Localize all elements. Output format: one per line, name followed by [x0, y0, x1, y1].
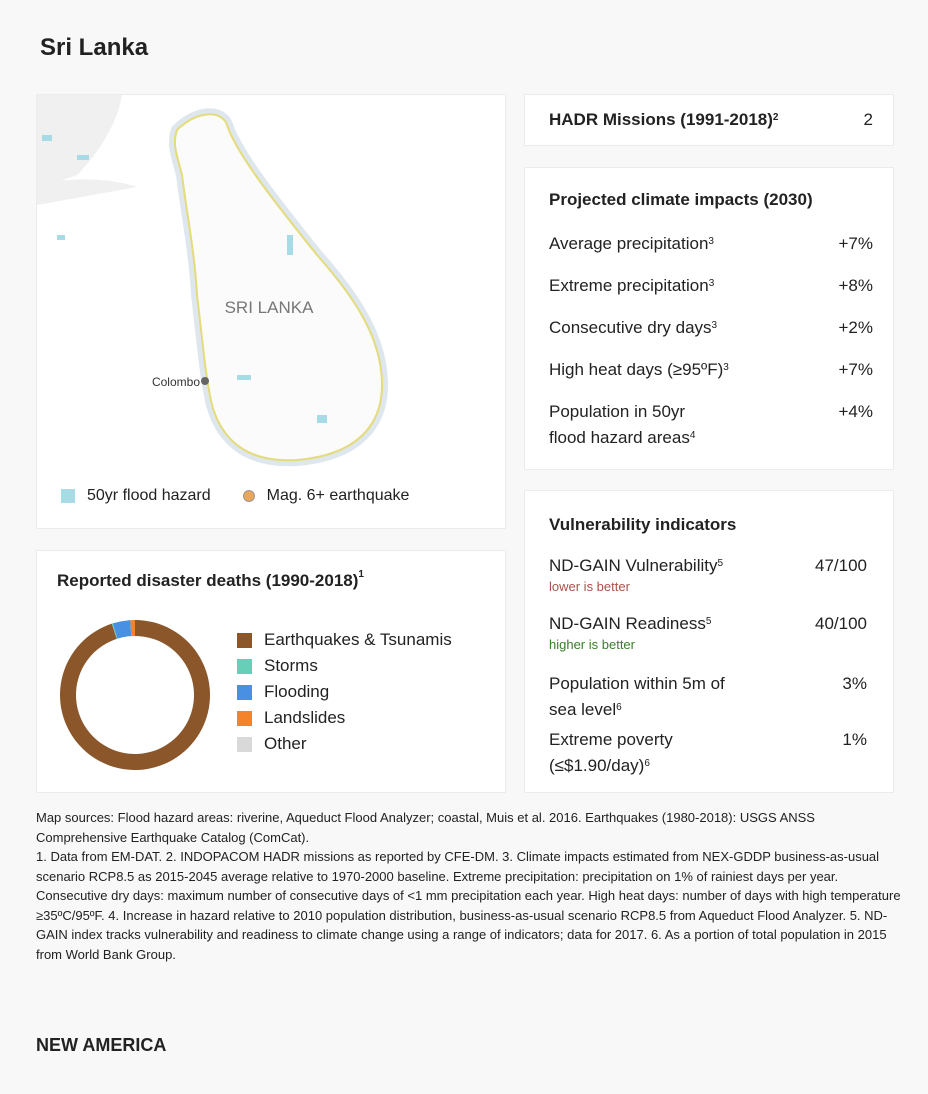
- vuln-hint: lower is better: [549, 579, 630, 594]
- disaster-deaths-card: Reported disaster deaths (1990-2018)1 Ea…: [36, 550, 506, 793]
- legend-item: Storms: [237, 653, 452, 679]
- flood-swatch-icon: [61, 489, 75, 503]
- legend-label: Landslides: [264, 708, 346, 727]
- donut-chart: [60, 620, 211, 770]
- hadr-label: HADR Missions (1991-2018)2: [549, 110, 779, 129]
- climate-row: Extreme precipitation3 +8%: [549, 276, 873, 295]
- legend-swatch-icon: [237, 632, 252, 648]
- legend-swatch-icon: [237, 736, 252, 752]
- brand-logo: NEW AMERICA: [36, 1035, 167, 1055]
- vuln-row: ND-GAIN Readiness5 higher is better 40/100: [549, 614, 867, 652]
- vulnerability-title: Vulnerability indicators: [549, 515, 737, 534]
- climate-title: Projected climate impacts (2030): [549, 190, 813, 209]
- donut-slice-flooding: [112, 620, 132, 639]
- legend-swatch-icon: [237, 658, 252, 674]
- map-card: SRI LANKA Colombo 50yr flood hazard Mag.…: [36, 94, 506, 529]
- legend-label: Other: [264, 734, 307, 753]
- notes: 1. Data from EM-DAT. 2. INDOPACOM HADR m…: [36, 849, 901, 962]
- earthquake-dot-icon: [242, 490, 255, 502]
- legend-label: Earthquakes & Tsunamis: [264, 630, 452, 649]
- map-sources: Map sources: Flood hazard areas: riverin…: [36, 810, 815, 845]
- legend-flood: 50yr flood hazard: [87, 487, 211, 504]
- legend-swatch-icon: [237, 684, 252, 700]
- hadr-value: 2: [863, 110, 873, 129]
- legend-swatch-icon: [237, 710, 252, 726]
- vuln-hint: higher is better: [549, 637, 635, 652]
- page-title: Sri Lanka: [40, 34, 149, 61]
- chart-legend: Earthquakes & Tsunamis Storms Flooding Land…: [237, 627, 452, 757]
- legend-item: Other: [237, 731, 452, 757]
- legend-label: Flooding: [264, 682, 330, 701]
- legend-label: Storms: [264, 656, 318, 675]
- map-legend: 50yr flood hazard Mag. 6+ earthquake: [61, 487, 409, 505]
- map-country-label: SRI LANKA: [225, 298, 314, 317]
- legend-item: Flooding: [237, 679, 452, 705]
- legend-item: Landslides: [237, 705, 452, 731]
- map-city-label: Colombo: [152, 375, 200, 389]
- legend-item: Earthquakes & Tsunamis: [237, 627, 452, 653]
- climate-row: Population in 50yr flood hazard areas4 +4%: [549, 402, 873, 447]
- climate-row: Average precipitation3 +7%: [549, 234, 873, 253]
- climate-row: High heat days (≥95ºF)3 +7%: [549, 360, 873, 379]
- donut-slice-storms: [111, 623, 118, 639]
- map[interactable]: SRI LANKA Colombo: [37, 95, 505, 495]
- hadr-card: HADR Missions (1991-2018)2 2: [524, 94, 894, 146]
- vuln-row: ND-GAIN Vulnerability5 lower is better 47/…: [549, 556, 867, 594]
- donut-slice-earthquakes-tsunamis: [60, 620, 211, 770]
- legend-earthquake: Mag. 6+ earthquake: [266, 487, 410, 504]
- donut-slice-landslides: [130, 620, 135, 637]
- vulnerability-card: Vulnerability indicators ND-GAIN Vulnera…: [524, 490, 894, 793]
- footnotes: Map sources: Flood hazard areas: riverin…: [36, 808, 906, 964]
- climate-row: Consecutive dry days3 +2%: [549, 318, 873, 337]
- chart-title: Reported disaster deaths (1990-2018)1: [57, 569, 364, 590]
- vuln-row: Population within 5m of sea level6 3%: [549, 674, 867, 719]
- vuln-row: Extreme poverty (≤$1.90/day)6 1%: [549, 730, 867, 775]
- climate-card: Projected climate impacts (2030) Average…: [524, 167, 894, 470]
